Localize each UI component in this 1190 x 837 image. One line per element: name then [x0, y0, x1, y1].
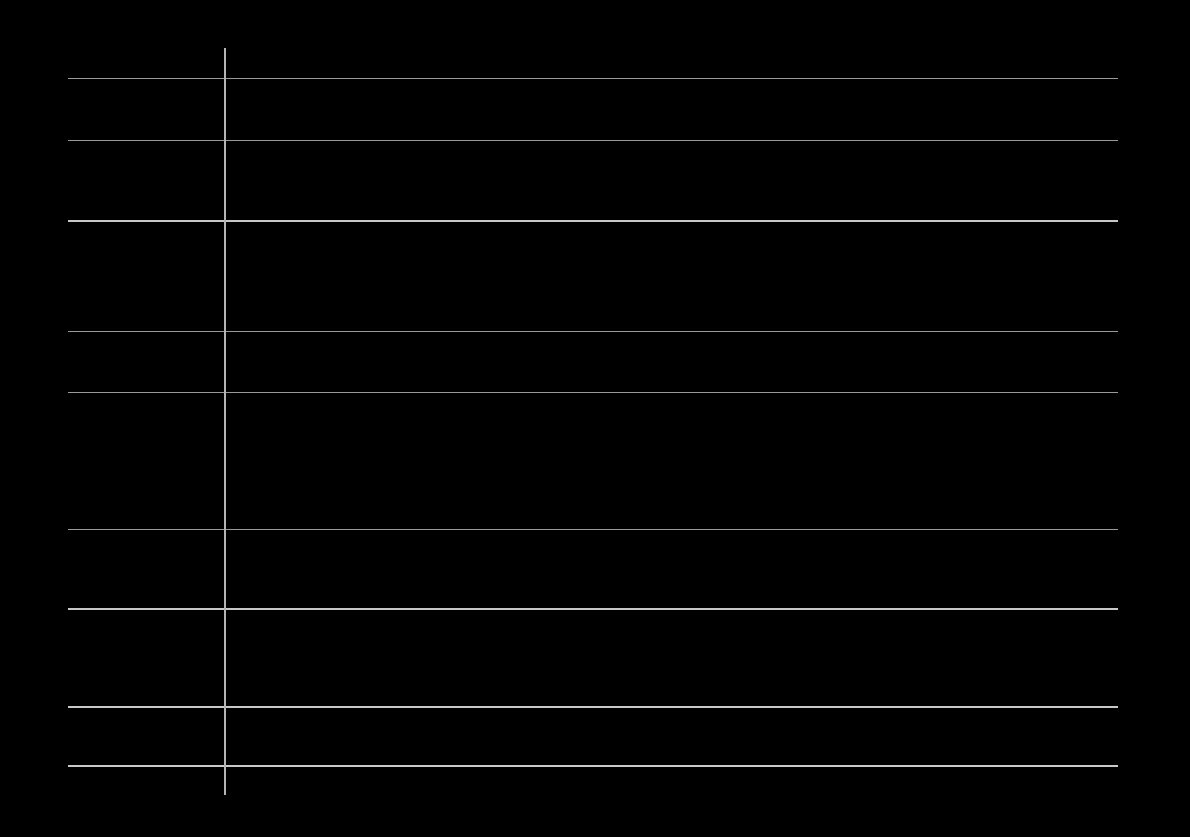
column-divider — [224, 48, 226, 795]
table-cell-label — [74, 86, 218, 138]
table-cell-label — [74, 714, 218, 763]
table-cell-label — [74, 148, 218, 218]
table-rule — [68, 765, 1118, 767]
table-cell-value — [232, 339, 1112, 390]
table-cell-value — [232, 56, 1112, 76]
table-cell-label — [74, 773, 218, 793]
table-cell-label — [74, 228, 218, 329]
table-rule — [68, 706, 1118, 708]
table-rule — [68, 331, 1118, 332]
table-cell-value — [232, 228, 1112, 329]
table-cell-label — [74, 400, 218, 527]
table-rule — [68, 78, 1118, 79]
table-cell-label — [74, 537, 218, 606]
table-cell-value — [232, 148, 1112, 218]
table-cell-value — [232, 400, 1112, 527]
table-cell-value — [232, 616, 1112, 704]
table-rule — [68, 608, 1118, 610]
table-cell-value — [232, 86, 1112, 138]
table-rule — [68, 220, 1118, 222]
table-rule — [68, 529, 1118, 530]
table-cell-label — [74, 56, 218, 76]
table-cell-label — [74, 339, 218, 390]
table-cell-label — [74, 616, 218, 704]
table-rule — [68, 392, 1118, 393]
table-cell-value — [232, 714, 1112, 763]
table-rule — [68, 140, 1118, 141]
table-cell-value — [232, 773, 1112, 793]
table-cell-value — [232, 537, 1112, 606]
